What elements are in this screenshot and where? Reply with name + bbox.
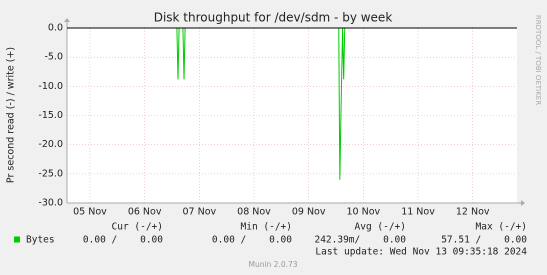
y-tick-label: -5.0 bbox=[44, 52, 63, 63]
x-tick-label: 10 Nov bbox=[347, 207, 381, 218]
x-tick-label: 07 Nov bbox=[182, 207, 216, 218]
x-tick-label: 08 Nov bbox=[237, 207, 271, 218]
chart-title: Disk throughput for /dev/sdm - by week bbox=[154, 11, 393, 25]
legend-value: 57.51 / 0.00 bbox=[441, 235, 527, 246]
y-tick-label: -20.0 bbox=[38, 139, 63, 150]
legend-header: Cur (-/+) bbox=[112, 222, 163, 233]
x-tick-label: 11 Nov bbox=[401, 207, 435, 218]
x-tick-label: 06 Nov bbox=[128, 207, 162, 218]
x-tick-label: 05 Nov bbox=[73, 207, 107, 218]
y-tick-label: 0.0 bbox=[48, 23, 63, 34]
legend-header: Avg (-/+) bbox=[355, 222, 406, 233]
y-tick-label: -15.0 bbox=[38, 110, 63, 121]
x-tick-label: 09 Nov bbox=[292, 207, 326, 218]
watermark: RRDTOOL / TOBI OETIKER bbox=[534, 15, 542, 105]
legend-value: 0.00 / 0.00 bbox=[83, 235, 163, 246]
y-axis-label: Pr second read (-) / write (+) bbox=[6, 47, 17, 183]
legend-label: Bytes bbox=[26, 235, 55, 246]
legend-header: Min (-/+) bbox=[241, 222, 292, 233]
last-update: Last update: Wed Nov 13 09:35:18 2024 bbox=[315, 247, 527, 258]
axis-arrow bbox=[64, 18, 70, 22]
legend-value: 242.39m/ 0.00 bbox=[314, 235, 406, 246]
x-tick-label: 12 Nov bbox=[456, 207, 490, 218]
legend-value: 0.00 / 0.00 bbox=[212, 235, 292, 246]
axis-arrow bbox=[521, 200, 525, 206]
footer: Munin 2.0.73 bbox=[248, 260, 297, 269]
legend-header: Max (-/+) bbox=[476, 222, 527, 233]
legend-swatch bbox=[14, 236, 20, 243]
y-tick-label: -30.0 bbox=[38, 198, 63, 209]
y-tick-label: -25.0 bbox=[38, 168, 63, 179]
y-tick-label: -10.0 bbox=[38, 81, 63, 92]
